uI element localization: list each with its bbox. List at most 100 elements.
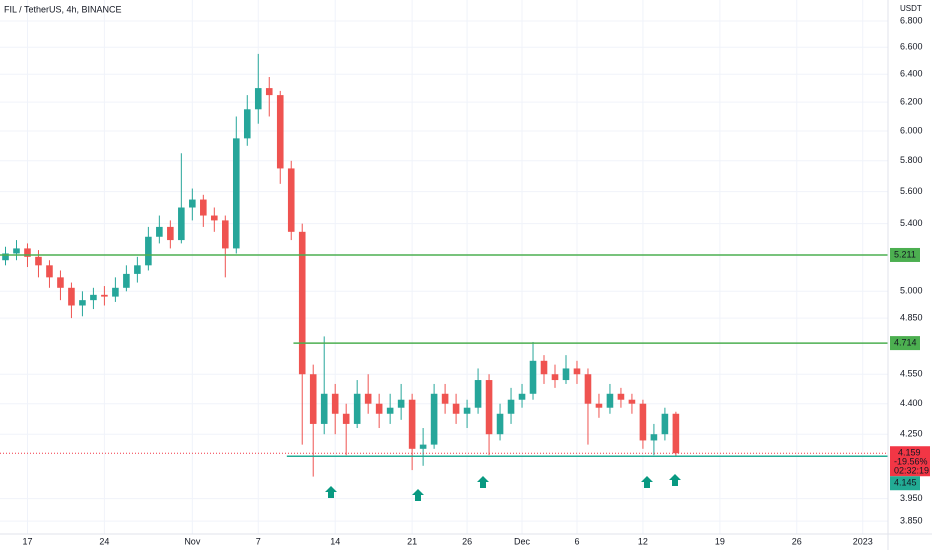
candle-body: [474, 380, 482, 408]
x-tick-label: 19: [715, 536, 725, 546]
candle-body: [243, 109, 251, 139]
candle-body: [639, 403, 647, 441]
candle-body: [309, 374, 317, 424]
y-axis-label: USDT: [900, 4, 922, 13]
candle-body: [353, 393, 361, 424]
x-tick-label: 17: [22, 536, 32, 546]
up-arrow: [641, 476, 653, 488]
y-tick-label: 5.600: [900, 186, 923, 196]
candle-body: [518, 393, 526, 400]
x-tick-label: 6: [574, 536, 579, 546]
x-tick-label: 26: [792, 536, 802, 546]
candle-body: [24, 248, 31, 257]
candle-body: [331, 393, 339, 414]
y-tick-label: 5.000: [900, 286, 923, 296]
candle-body: [584, 374, 592, 404]
candle-body: [123, 273, 130, 288]
candle-body: [134, 265, 141, 274]
candle-body: [452, 403, 460, 414]
candle-body: [112, 287, 119, 297]
y-tick-label: 4.850: [900, 312, 923, 322]
x-tick-label: Dec: [514, 536, 531, 546]
candle-body: [375, 403, 383, 414]
x-tick-label: 12: [638, 536, 648, 546]
y-tick-label: 4.550: [900, 369, 923, 379]
level-label: 4.714: [894, 337, 917, 347]
candle-body: [13, 248, 20, 254]
up-arrow: [669, 474, 681, 486]
y-tick-label: 3.950: [900, 493, 923, 503]
candle-body: [408, 399, 416, 449]
y-tick-label: 4.400: [900, 398, 923, 408]
chart-title: FIL / TetherUS, 4h, BINANCE: [4, 4, 122, 14]
level-tag: [890, 247, 920, 262]
candle-body: [573, 368, 581, 375]
level-tag: [890, 476, 920, 491]
candle-body: [57, 277, 64, 288]
candle-body: [254, 88, 262, 110]
candle-body: [507, 399, 515, 414]
y-tick-label: 3.850: [900, 515, 923, 525]
candle-body: [650, 434, 658, 441]
candle-body: [232, 138, 240, 249]
candle-body: [298, 231, 306, 375]
candle-body: [606, 393, 614, 408]
candle-body: [430, 393, 438, 445]
level-label: 4.145: [894, 478, 917, 488]
candle-body: [540, 360, 548, 375]
candle-body: [617, 393, 625, 400]
up-arrow: [412, 489, 424, 501]
last-price-tag: [890, 446, 930, 477]
candle-body: [364, 393, 372, 404]
candle-body: [222, 220, 229, 249]
candle-body: [419, 444, 427, 449]
countdown: 02:32:19: [894, 466, 929, 476]
candle-body: [90, 294, 97, 301]
candle-body: [628, 399, 636, 404]
x-tick-label: 2023: [853, 536, 873, 546]
up-arrow: [477, 476, 489, 488]
candle-body: [496, 413, 504, 435]
candle-body: [672, 413, 680, 454]
candle-body: [562, 368, 570, 381]
level-tag: [890, 336, 920, 351]
y-tick-label: 6.200: [900, 97, 923, 107]
candle-body: [320, 393, 328, 424]
candle-body: [35, 256, 42, 266]
x-tick-label: 14: [330, 536, 340, 546]
candle-body: [551, 374, 559, 381]
y-tick-label: 6.400: [900, 69, 923, 79]
candle-body: [595, 403, 603, 408]
y-tick-label: 4.250: [900, 429, 923, 439]
candle-body: [397, 399, 405, 408]
level-label: 5.211: [894, 249, 916, 259]
candle-body: [46, 265, 53, 278]
candle-body: [386, 407, 394, 414]
x-tick-label: 26: [462, 536, 472, 546]
x-tick-label: 24: [99, 536, 109, 546]
candle-body: [189, 199, 196, 208]
candle-body: [145, 236, 152, 266]
candle-body: [79, 300, 86, 306]
candle-body: [156, 226, 163, 237]
price-tags: 4.159-19.56%02:32:19 5.211 4.714 4.145: [890, 247, 930, 491]
candle-body: [211, 215, 218, 221]
candle-body: [178, 207, 185, 241]
x-tick-label: 21: [407, 536, 417, 546]
up-arrow: [325, 486, 337, 498]
candle-body: [463, 407, 471, 414]
x-tick-label: Nov: [184, 536, 201, 546]
x-tick-label: 7: [256, 536, 261, 546]
candle-body: [529, 360, 537, 394]
candle-body: [276, 95, 284, 169]
candle-body: [68, 287, 75, 306]
y-tick-label: 6.600: [900, 42, 923, 52]
candle-body: [342, 413, 350, 424]
plot: [0, 53, 888, 477]
last-price-label: 4.159: [898, 448, 921, 458]
candle-body: [265, 88, 273, 96]
